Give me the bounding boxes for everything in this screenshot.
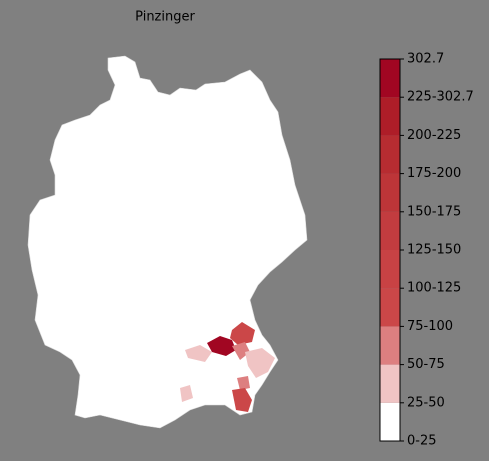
colorbar-label: 75-100	[407, 319, 453, 334]
district	[232, 342, 250, 360]
district	[230, 322, 255, 345]
district	[185, 345, 212, 362]
colorbar-segment	[380, 211, 400, 250]
colorbar-segment	[380, 173, 400, 212]
colorbar-label: 50-75	[407, 357, 445, 372]
district	[232, 388, 252, 412]
colorbar-segment	[380, 364, 400, 403]
colorbar-segment	[380, 135, 400, 174]
district	[245, 348, 275, 378]
colorbar: 0-25 25-50 50-75 75-100 100-125 125-150 150-17…	[379, 52, 474, 449]
colorbar-segment	[380, 288, 400, 327]
colorbar-label: 175-200	[407, 166, 461, 181]
colorbar-label: 25-50	[407, 395, 445, 410]
colorbar-segment	[380, 326, 400, 365]
colorbar-label: 200-225	[407, 128, 461, 143]
germany-map	[27, 55, 308, 429]
colorbar-segment	[380, 402, 400, 441]
district	[207, 336, 236, 356]
colorbar-label: 100-125	[407, 281, 461, 296]
colorbar-label: 125-150	[407, 243, 461, 258]
colorbar-segment	[380, 97, 400, 136]
colorbar-segment	[380, 250, 400, 289]
district	[237, 376, 250, 390]
colorbar-label: 150-175	[407, 204, 461, 219]
colorbar-segment	[380, 59, 400, 98]
colorbar-label: 225-302.7	[407, 90, 474, 105]
map-title: Pinzinger	[135, 10, 195, 25]
district	[180, 385, 193, 402]
colorbar-label: 0-25	[407, 434, 437, 449]
colorbar-label: 302.7	[407, 52, 444, 67]
